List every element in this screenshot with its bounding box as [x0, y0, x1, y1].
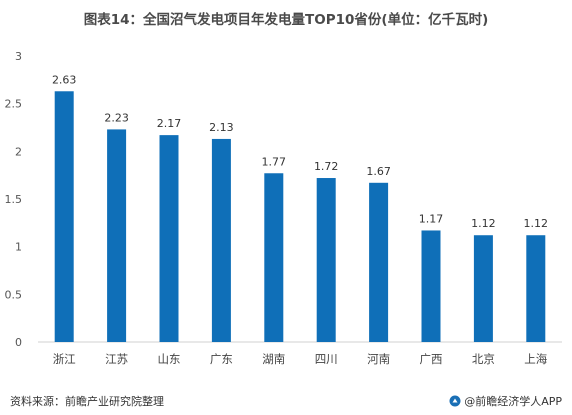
data-label: 2.23	[104, 111, 129, 124]
bar	[54, 91, 74, 342]
data-label: 1.72	[314, 160, 339, 173]
data-label: 2.63	[52, 73, 77, 86]
qianzhan-logo-icon	[449, 395, 461, 407]
bar	[526, 235, 546, 342]
x-tick-label: 山东	[158, 352, 181, 366]
bar	[107, 129, 127, 342]
bar	[264, 173, 284, 342]
x-tick-label: 北京	[472, 352, 495, 366]
x-tick-label: 广西	[420, 352, 443, 366]
bar	[369, 182, 389, 342]
data-label: 1.77	[262, 155, 287, 168]
bar	[421, 230, 441, 342]
y-tick-label: 2.5	[5, 98, 23, 111]
data-label: 1.67	[366, 165, 391, 178]
data-label: 1.12	[471, 217, 496, 230]
x-tick-label: 河南	[367, 352, 390, 366]
bar	[211, 138, 231, 342]
bar	[159, 135, 179, 342]
y-tick-label: 1	[15, 241, 22, 254]
x-tick-label: 广东	[210, 352, 233, 366]
y-tick-label: 1.5	[5, 193, 23, 206]
brand-watermark: @前瞻经济学人APP	[449, 393, 562, 409]
data-label: 2.17	[157, 117, 182, 130]
source-note: 资料来源：前瞻产业研究院整理	[10, 395, 164, 408]
y-tick-label: 0.5	[5, 288, 23, 301]
x-tick-label: 浙江	[53, 352, 76, 366]
y-tick-label: 0	[15, 336, 22, 349]
y-tick-label: 3	[15, 50, 22, 63]
data-label: 1.12	[524, 217, 549, 230]
y-tick-label: 2	[15, 145, 22, 158]
data-label: 2.13	[209, 121, 234, 134]
x-tick-label: 湖南	[262, 352, 285, 366]
data-label: 1.17	[419, 212, 444, 225]
bar	[473, 235, 493, 342]
bar	[316, 178, 336, 342]
chart-title: 图表14：全国沼气发电项目年发电量TOP10省份(单位：亿千瓦时)	[83, 12, 489, 28]
brand-label: @前瞻经济学人APP	[464, 395, 562, 408]
x-tick-label: 四川	[315, 352, 338, 366]
x-tick-label: 江苏	[105, 352, 128, 366]
x-tick-label: 上海	[524, 352, 547, 366]
